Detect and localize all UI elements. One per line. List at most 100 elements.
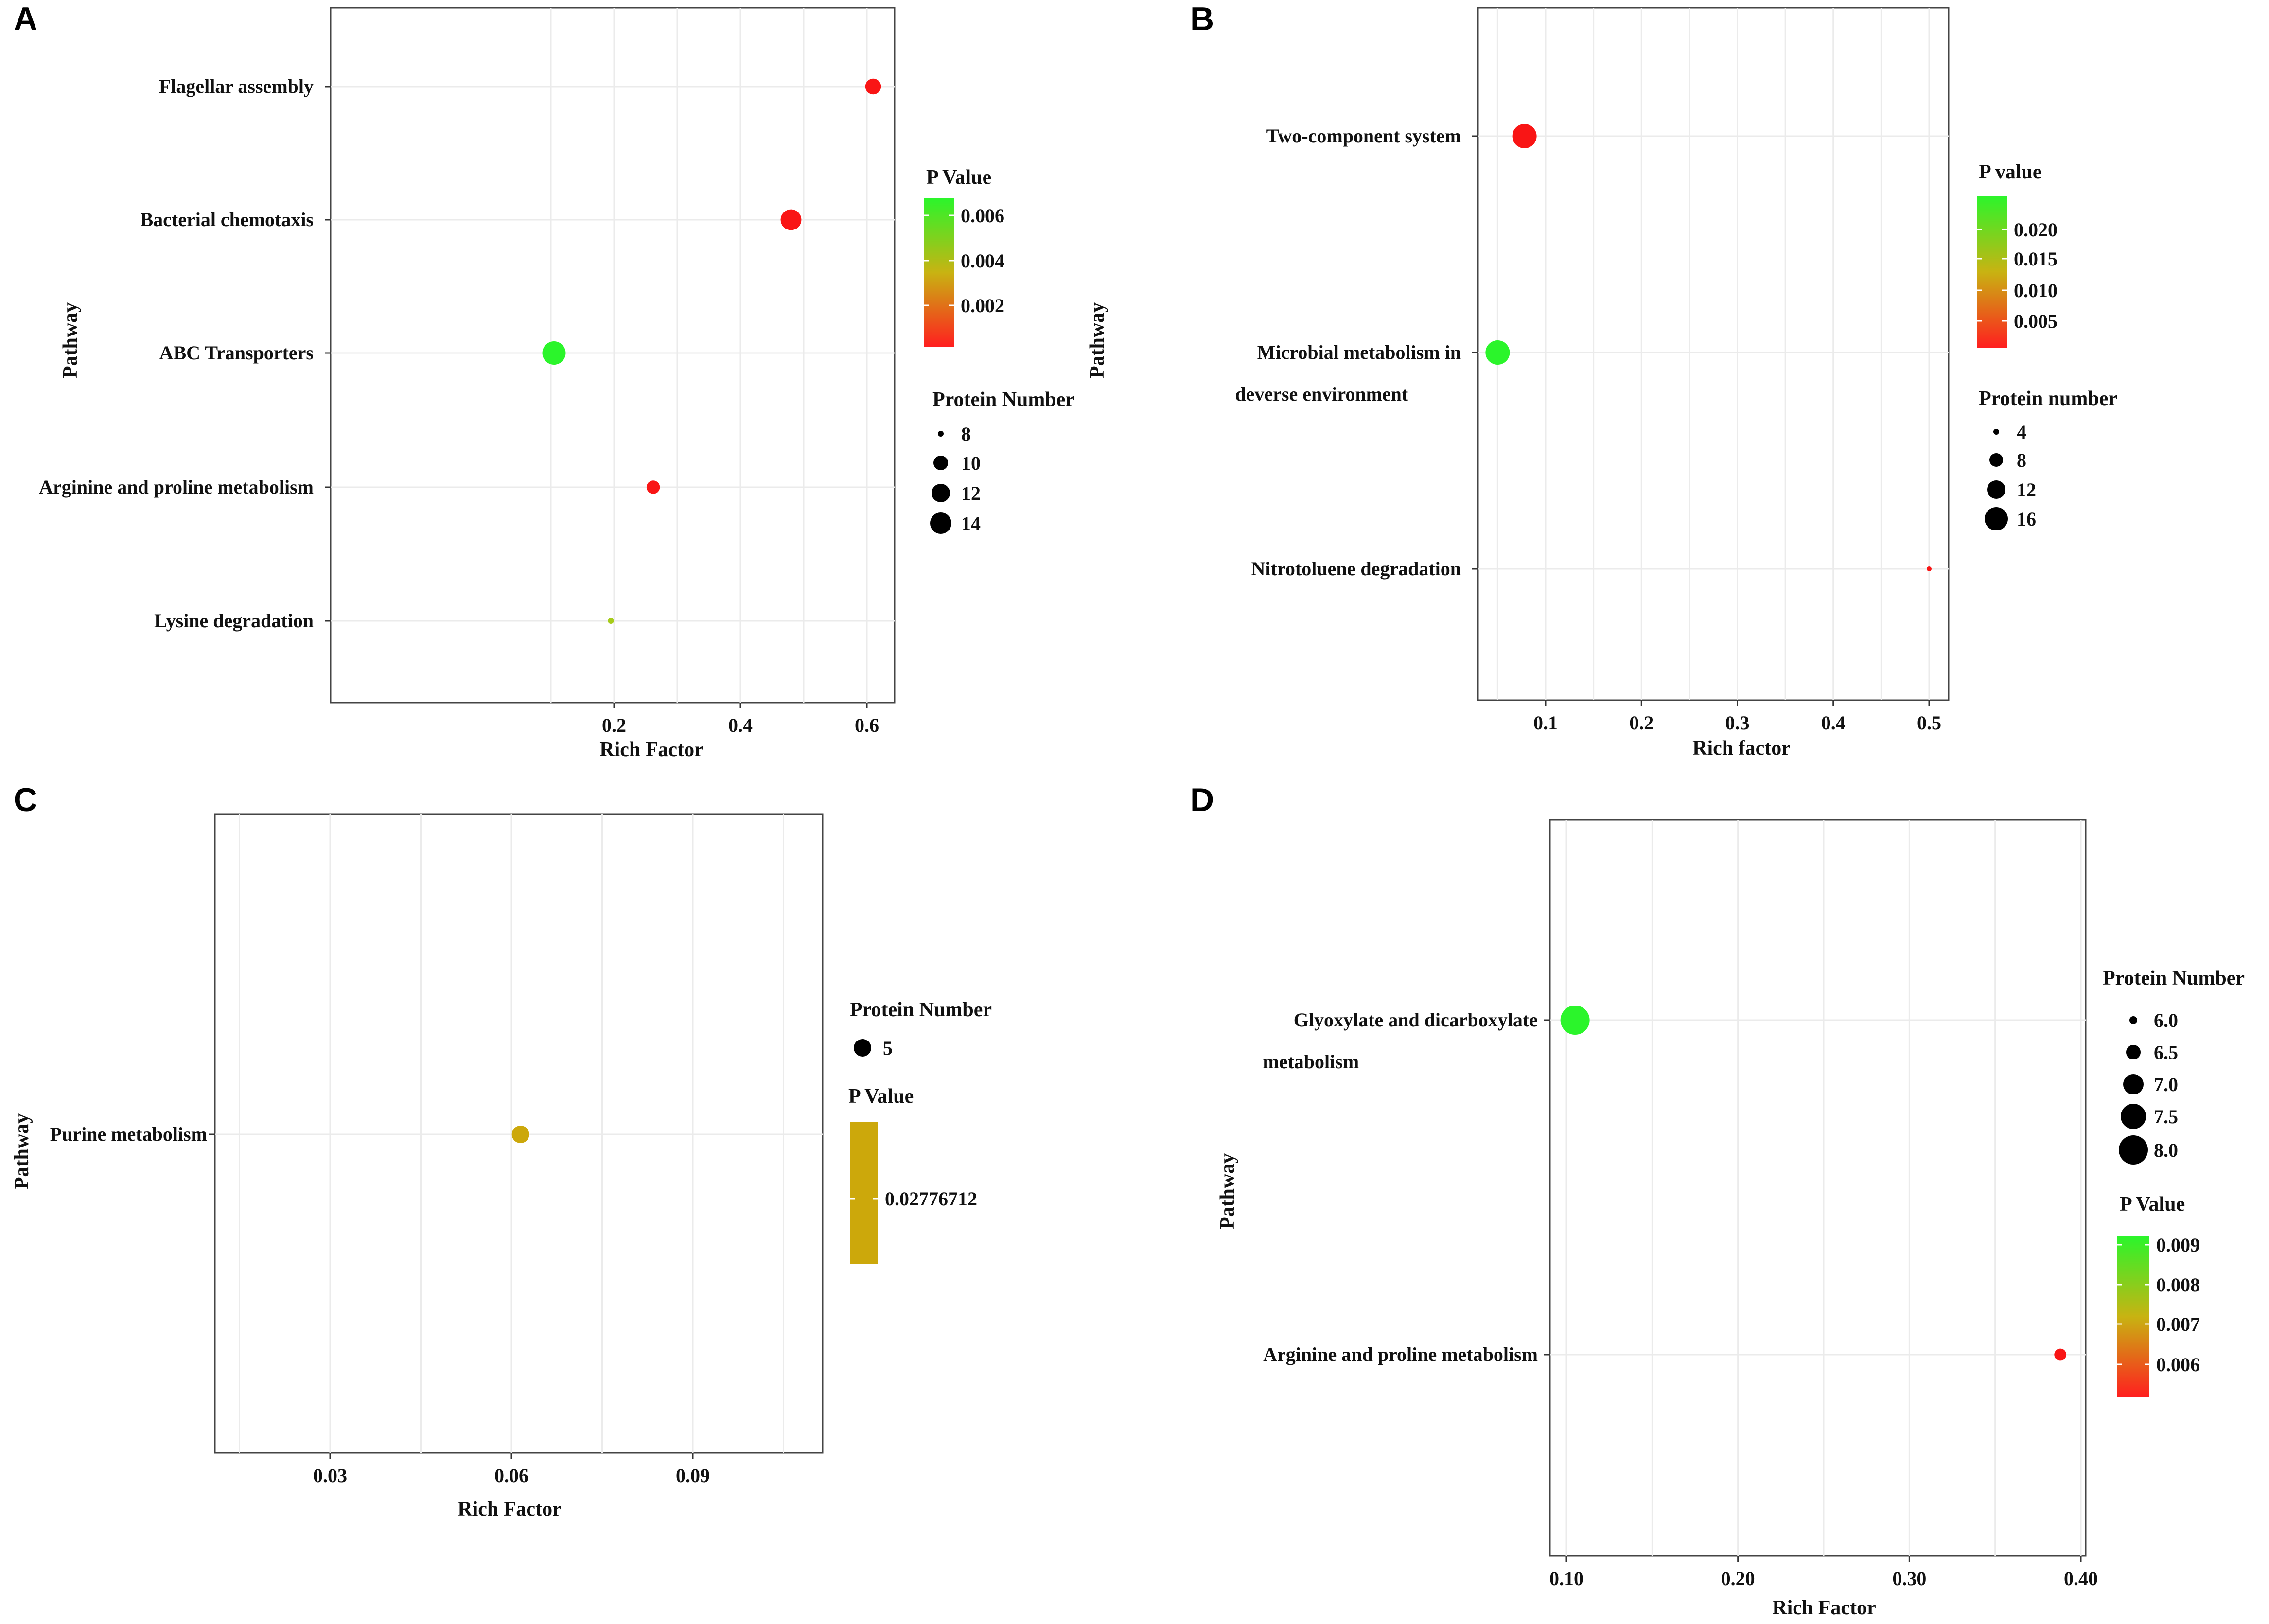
size-legend-label: 6.0 — [2154, 1009, 2178, 1031]
size-legend-label: 14 — [961, 512, 981, 534]
size-legend-dot — [933, 456, 948, 470]
x-tick-label: 0.09 — [676, 1465, 710, 1486]
panel-letter: D — [1190, 781, 1214, 818]
size-legend: Protein Number 8 10 12 14 — [930, 388, 1074, 534]
size-legend-dot — [2123, 1074, 2144, 1094]
y-axis-title: Pathway — [59, 302, 82, 378]
data-point — [1485, 340, 1510, 365]
color-legend-title: P Value — [848, 1085, 914, 1108]
color-legend-label: 0.02776712 — [885, 1188, 977, 1210]
size-legend-label: 5 — [883, 1037, 893, 1059]
size-legend-dot — [2129, 1016, 2137, 1024]
x-tick-label: 0.20 — [1721, 1568, 1755, 1589]
panel-b: B 0.1 0.2 0.3 0.4 0.5 Two-component system Micr… — [1086, 0, 2117, 759]
color-legend-label: 0.006 — [2156, 1354, 2200, 1376]
y-axis-title: Pathway — [1086, 302, 1108, 378]
x-tick-label: 0.3 — [1725, 712, 1750, 734]
panel-letter: B — [1190, 0, 1214, 37]
size-legend-title: Protein Number — [2103, 967, 2245, 989]
color-legend-label: 0.008 — [2156, 1274, 2200, 1296]
color-legend: P value 0.020 0.015 0.010 0.005 — [1977, 161, 2058, 348]
x-tick-label: 0.2 — [602, 714, 626, 736]
data-point — [780, 209, 802, 230]
size-legend-label: 8 — [961, 423, 971, 445]
size-legend-label: 10 — [961, 452, 981, 474]
color-legend-label: 0.007 — [2156, 1313, 2200, 1335]
category-label: Arginine and proline metabolism — [39, 476, 314, 498]
color-legend: P Value 0.009 0.008 0.007 0.006 — [2117, 1193, 2200, 1397]
category-label: Purine metabolism — [50, 1123, 207, 1145]
x-axis-title: Rich Factor — [457, 1498, 561, 1520]
size-legend-dot — [1993, 429, 1999, 435]
size-legend-dot — [1989, 453, 2003, 467]
color-legend-label: 0.020 — [2014, 219, 2058, 241]
size-legend-dot — [932, 484, 950, 502]
size-legend-title: Protein Number — [932, 388, 1074, 411]
size-legend-dot — [2119, 1135, 2148, 1165]
x-axis-title: Rich Factor — [1772, 1597, 1876, 1619]
category-label: ABC Transporters — [159, 342, 314, 364]
plot-area — [330, 7, 896, 704]
color-legend-label: 0.015 — [2014, 248, 2058, 270]
x-axis-title: Rich factor — [1692, 737, 1791, 759]
y-axis-title: Pathway — [11, 1113, 33, 1189]
size-legend-title: Protein number — [1979, 388, 2117, 410]
x-tick-label: 0.10 — [1549, 1568, 1583, 1589]
color-legend-title: P Value — [926, 166, 991, 189]
category-label: Microbial metabolism in deverse environme… — [1235, 341, 1461, 405]
size-legend-label: 8 — [2017, 449, 2026, 471]
size-legend: Protein Number 5 — [850, 999, 992, 1059]
category-label: Two-component system — [1266, 125, 1461, 147]
y-axis-title: Pathway — [1216, 1153, 1239, 1229]
size-legend-label: 12 — [961, 482, 981, 504]
size-legend-label: 8.0 — [2154, 1139, 2178, 1161]
color-legend: P Value 0.02776712 — [848, 1085, 977, 1264]
x-tick-label: 0.4 — [1821, 712, 1846, 734]
data-point — [2054, 1348, 2067, 1361]
x-axis-title: Rich Factor — [599, 739, 703, 761]
size-legend-label: 7.0 — [2154, 1074, 2178, 1095]
panel-c: C 0.03 0.06 0.09 Purine metabolism Rich Facto… — [11, 781, 992, 1520]
color-legend-label: 0.009 — [2156, 1234, 2200, 1256]
size-legend-label: 16 — [2017, 508, 2036, 530]
panel-d: D 0.10 0.20 0.30 0.40 Glyoxylate and dicarbox… — [1190, 781, 2245, 1619]
color-legend-label: 0.010 — [2014, 280, 2058, 301]
size-legend-dot — [2121, 1104, 2146, 1129]
size-legend: Protein Number 6.0 6.5 7.0 7.5 8.0 — [2103, 967, 2245, 1165]
color-legend-title: P value — [1979, 161, 2042, 183]
x-tick-label: 0.4 — [728, 714, 753, 736]
size-legend-dot — [2126, 1045, 2141, 1059]
x-tick-label: 0.5 — [1917, 712, 1941, 734]
category-label: Glyoxylate and dicarboxylate metabolism — [1263, 1009, 1538, 1073]
data-point — [1512, 124, 1537, 148]
size-legend-dot — [1987, 480, 2005, 499]
color-bar — [850, 1122, 878, 1264]
data-point — [511, 1126, 529, 1143]
size-legend-dot — [1985, 507, 2008, 530]
panel-letter: A — [14, 0, 37, 37]
panel-a: A 0.2 0.4 0.6 Flagellar assembly Bacterial ch… — [14, 0, 1074, 761]
size-legend-label: 12 — [2017, 479, 2036, 501]
data-point — [1927, 566, 1932, 571]
x-tick-label: 0.2 — [1629, 712, 1653, 734]
size-legend-label: 4 — [2017, 421, 2026, 443]
x-tick-label: 0.6 — [855, 714, 879, 736]
category-label: Arginine and proline metabolism — [1263, 1343, 1538, 1365]
data-point — [608, 618, 614, 624]
color-legend-label: 0.005 — [2014, 310, 2058, 332]
x-tick-label: 0.40 — [2064, 1568, 2098, 1589]
data-point — [865, 78, 881, 95]
category-label: Lysine degradation — [154, 610, 314, 632]
category-label: Bacterial chemotaxis — [140, 209, 314, 230]
color-bar — [1977, 196, 2007, 348]
x-tick-label: 0.03 — [313, 1465, 347, 1486]
color-bar — [2117, 1236, 2149, 1397]
plot-area — [1477, 7, 1950, 701]
size-legend-dot — [938, 431, 944, 437]
x-tick-label: 0.30 — [1892, 1568, 1926, 1589]
color-legend-label: 0.006 — [961, 205, 1004, 227]
size-legend-label: 6.5 — [2154, 1041, 2178, 1063]
category-label: Flagellar assembly — [159, 75, 314, 97]
size-legend-title: Protein Number — [850, 999, 992, 1021]
